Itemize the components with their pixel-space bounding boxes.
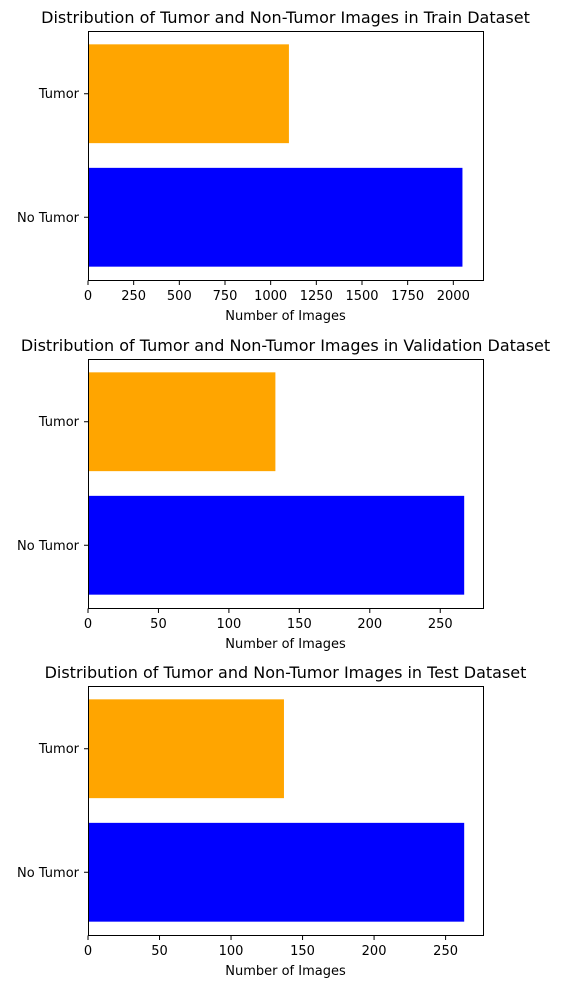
bar-no-tumor bbox=[88, 822, 465, 922]
x-tick-label: 100 bbox=[219, 944, 244, 959]
x-tick-label: 250 bbox=[121, 289, 146, 304]
plot-frame bbox=[88, 359, 484, 609]
y-tick-label: No Tumor bbox=[17, 539, 80, 554]
x-tick-label: 500 bbox=[167, 289, 192, 304]
chart-title: Distribution of Tumor and Non-Tumor Imag… bbox=[41, 8, 530, 27]
x-tick-label: 0 bbox=[84, 289, 92, 304]
x-axis-label: Number of Images bbox=[225, 964, 346, 979]
y-tick-label: No Tumor bbox=[17, 866, 80, 881]
y-tick-label: Tumor bbox=[38, 415, 80, 430]
x-axis-label: Number of Images bbox=[225, 637, 346, 652]
bar-no-tumor bbox=[88, 495, 465, 595]
x-tick-label: 50 bbox=[151, 944, 168, 959]
bar-tumor bbox=[88, 372, 276, 472]
x-tick-label: 1500 bbox=[345, 289, 378, 304]
y-tick-label: No Tumor bbox=[17, 211, 80, 226]
x-tick-label: 1750 bbox=[391, 289, 424, 304]
x-tick-label: 1000 bbox=[254, 289, 287, 304]
x-tick-label: 250 bbox=[433, 944, 458, 959]
chart-title: Distribution of Tumor and Non-Tumor Imag… bbox=[45, 663, 527, 682]
bar-no-tumor bbox=[88, 167, 463, 267]
x-tick-label: 250 bbox=[428, 617, 453, 632]
bar-tumor bbox=[88, 699, 284, 799]
y-tick-label: Tumor bbox=[38, 87, 80, 102]
x-tick-label: 150 bbox=[287, 617, 312, 632]
x-tick-label: 100 bbox=[216, 617, 241, 632]
x-tick-label: 0 bbox=[84, 617, 92, 632]
chart-2: Distribution of Tumor and Non-Tumor Imag… bbox=[17, 336, 550, 652]
y-tick-label: Tumor bbox=[38, 742, 80, 757]
x-tick-label: 750 bbox=[213, 289, 238, 304]
x-tick-label: 200 bbox=[362, 944, 387, 959]
x-tick-label: 0 bbox=[84, 944, 92, 959]
x-tick-label: 1250 bbox=[300, 289, 333, 304]
x-tick-label: 150 bbox=[290, 944, 315, 959]
bar-tumor bbox=[88, 44, 289, 144]
plot-frame bbox=[88, 686, 484, 936]
chart-1: Distribution of Tumor and Non-Tumor Imag… bbox=[17, 8, 530, 324]
x-tick-label: 2000 bbox=[437, 289, 470, 304]
chart-title: Distribution of Tumor and Non-Tumor Imag… bbox=[21, 336, 550, 355]
x-axis-label: Number of Images bbox=[225, 309, 346, 324]
x-tick-label: 200 bbox=[357, 617, 382, 632]
x-tick-label: 50 bbox=[150, 617, 167, 632]
plot-frame bbox=[88, 31, 484, 281]
chart-3: Distribution of Tumor and Non-Tumor Imag… bbox=[17, 663, 526, 979]
